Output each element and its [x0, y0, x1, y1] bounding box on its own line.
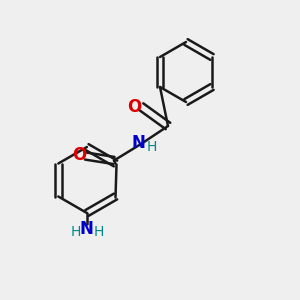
Text: N: N [80, 220, 94, 238]
Text: H: H [70, 226, 81, 239]
Text: H: H [93, 226, 104, 239]
Text: O: O [127, 98, 142, 116]
Text: H: H [146, 140, 157, 154]
Text: N: N [131, 134, 145, 152]
Text: O: O [72, 146, 86, 164]
